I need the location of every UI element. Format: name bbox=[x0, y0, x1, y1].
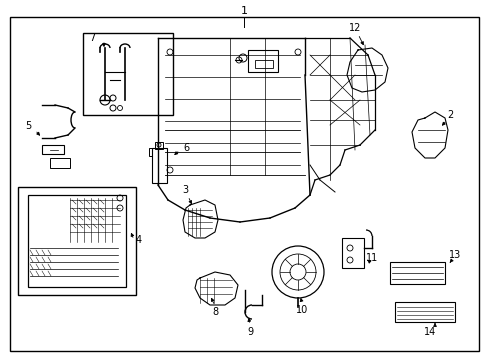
Text: 13: 13 bbox=[448, 250, 460, 260]
Bar bbox=[247, 50, 278, 72]
Bar bbox=[389, 262, 444, 284]
Bar bbox=[18, 187, 136, 295]
Bar bbox=[149, 148, 152, 156]
Bar bbox=[152, 148, 167, 183]
Text: 14: 14 bbox=[423, 327, 435, 337]
Text: 12: 12 bbox=[348, 23, 361, 33]
Bar bbox=[42, 145, 64, 154]
Bar bbox=[50, 158, 70, 168]
Text: 7: 7 bbox=[89, 33, 95, 43]
Text: 6: 6 bbox=[183, 143, 189, 153]
Bar bbox=[155, 142, 163, 149]
Text: 4: 4 bbox=[136, 235, 142, 245]
Text: 10: 10 bbox=[295, 305, 307, 315]
Text: 8: 8 bbox=[211, 307, 218, 317]
Text: 5: 5 bbox=[25, 121, 31, 131]
Text: 9: 9 bbox=[246, 327, 253, 337]
Text: 2: 2 bbox=[446, 110, 452, 120]
Bar bbox=[83, 33, 173, 115]
Bar bbox=[254, 60, 272, 68]
Text: 1: 1 bbox=[240, 6, 247, 16]
Bar bbox=[341, 238, 363, 268]
Text: 3: 3 bbox=[182, 185, 188, 195]
Bar bbox=[28, 195, 126, 287]
Bar bbox=[394, 302, 454, 322]
Text: 11: 11 bbox=[365, 253, 377, 263]
